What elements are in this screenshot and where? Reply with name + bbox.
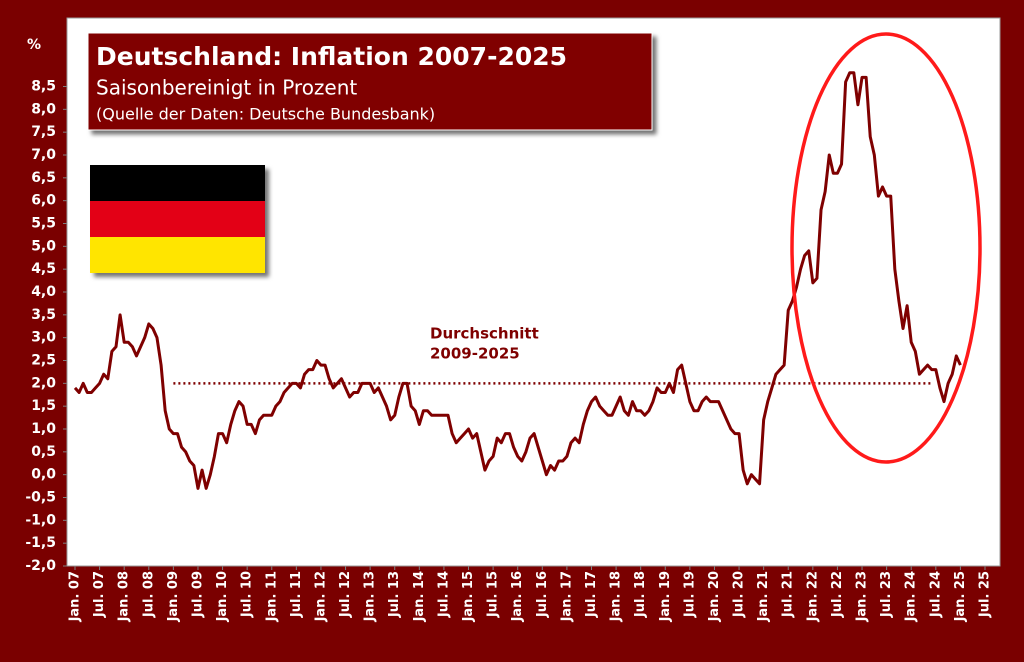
x-tick-label: Jul. 07 xyxy=(92,571,107,618)
average-label: Durchschnitt xyxy=(430,325,539,343)
y-tick-label: 6,5 xyxy=(31,170,56,186)
y-tick-label: 3,5 xyxy=(31,307,56,323)
chart-title: Deutschland: Inflation 2007-2025 xyxy=(96,42,567,71)
x-tick-label: Jul. 25 xyxy=(978,571,993,618)
y-axis-label: % xyxy=(27,37,41,53)
y-tick-label: 0,5 xyxy=(31,444,56,460)
x-tick-label: Jan. 19 xyxy=(658,571,673,622)
mark-layer xyxy=(73,71,962,490)
x-tick-label: Jan. 20 xyxy=(707,571,722,622)
y-tick-label: 7,5 xyxy=(31,124,56,140)
x-tick-label: Jul. 23 xyxy=(879,571,894,618)
flag-black xyxy=(90,165,265,201)
x-tick-label: Jan. 23 xyxy=(855,571,870,622)
x-tick-label: Jan. 14 xyxy=(412,571,427,622)
x-tick-label: Jul. 18 xyxy=(633,571,648,618)
x-tick-label: Jan. 16 xyxy=(510,571,525,622)
flag xyxy=(90,165,265,273)
x-tick-label: Jan. 25 xyxy=(953,571,968,622)
x-tick-label: Jul. 13 xyxy=(387,571,402,618)
x-tick-label: Jan. 21 xyxy=(756,571,771,622)
x-tick-label: Jan. 10 xyxy=(215,571,230,622)
axis-layer xyxy=(63,86,986,570)
x-tick-label: Jul. 14 xyxy=(436,571,451,618)
y-tick-label: 5,5 xyxy=(31,216,56,232)
y-tick-label: 2,5 xyxy=(31,353,56,369)
x-tick-label: Jul. 20 xyxy=(732,571,747,618)
flag-gold xyxy=(90,237,265,273)
x-tick-label: Jan. 18 xyxy=(609,571,624,622)
average-label: 2009-2025 xyxy=(430,345,520,363)
y-tick-label: -1,0 xyxy=(25,512,56,528)
y-tick-label: 4,5 xyxy=(31,261,56,277)
x-tick-label: Jan. 15 xyxy=(461,571,476,622)
x-tick-label: Jan. 08 xyxy=(117,571,132,622)
y-tick-label: 8,5 xyxy=(31,79,56,95)
y-tick-label: 5,0 xyxy=(31,238,56,254)
x-tick-label: Jan. 12 xyxy=(313,571,328,622)
x-tick-label: Jul. 09 xyxy=(190,571,205,618)
y-tick-label: 1,0 xyxy=(31,421,56,437)
x-tick-label: Jan. 13 xyxy=(363,571,378,622)
y-tick-label: 6,0 xyxy=(31,193,56,209)
y-tick-label: 1,5 xyxy=(31,398,56,414)
x-tick-label: Jul. 12 xyxy=(338,571,353,618)
x-tick-label: Jul. 24 xyxy=(928,571,943,618)
x-tick-label: Jul. 17 xyxy=(584,571,599,618)
chart-subtitle: Saisonbereinigt in Prozent xyxy=(96,76,357,100)
source-note: (Quelle der Daten: Deutsche Bundesbank) xyxy=(96,105,435,124)
title-box-bg xyxy=(87,32,653,131)
x-tick-label: Jul. 11 xyxy=(289,571,304,618)
y-tick-label: 4,0 xyxy=(31,284,56,300)
y-tick-label: 2,0 xyxy=(31,375,56,391)
x-tick-label: Jul. 21 xyxy=(781,571,796,618)
x-tick-label: Jul. 10 xyxy=(240,571,255,618)
y-tick-label: 7,0 xyxy=(31,147,56,163)
x-tick-label: Jul. 19 xyxy=(682,571,697,618)
x-tick-label: Jul. 16 xyxy=(535,571,550,618)
x-tick-label: Jul. 22 xyxy=(830,571,845,618)
y-tick-label: 3,0 xyxy=(31,330,56,346)
y-tick-label: -1,5 xyxy=(25,535,56,551)
y-tick-label: 0,0 xyxy=(31,467,56,483)
inflation-line xyxy=(73,71,962,490)
y-tick-label: -0,5 xyxy=(25,490,56,506)
x-tick-label: Jan. 24 xyxy=(904,571,919,622)
x-tick-label: Jan. 09 xyxy=(166,571,181,622)
x-tick-label: Jan. 07 xyxy=(68,571,83,622)
x-tick-label: Jan. 22 xyxy=(805,571,820,622)
highlight-ellipse xyxy=(790,32,982,464)
y-tick-label: -2,0 xyxy=(25,558,56,574)
x-tick-label: Jan. 11 xyxy=(264,571,279,622)
y-tick-label: 8,0 xyxy=(31,101,56,117)
title-box: Deutschland: Inflation 2007-2025 Saisonb… xyxy=(87,32,653,131)
x-tick-label: Jul. 15 xyxy=(486,571,501,618)
x-tick-label: Jul. 08 xyxy=(141,571,156,618)
flag-red xyxy=(90,201,265,237)
x-tick-label: Jan. 17 xyxy=(559,571,574,622)
